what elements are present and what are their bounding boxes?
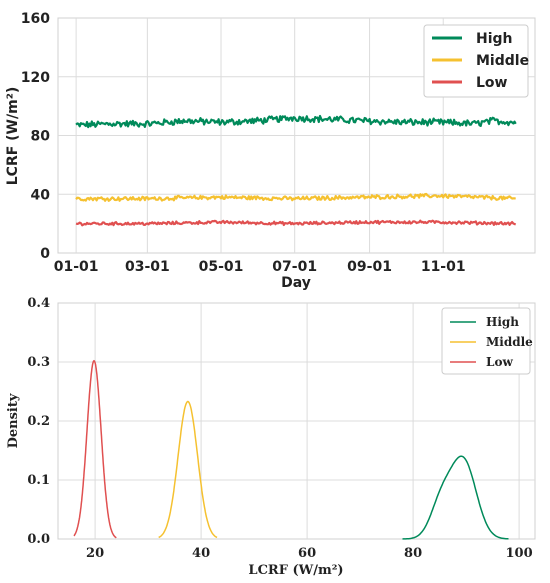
bottom-x-tick-label: 20: [86, 546, 104, 561]
bottom-x-tick-labels: 20 40 60 80 100: [86, 546, 533, 561]
top-x-tick-label: 09-01: [347, 259, 392, 275]
top-legend: High Middle Low: [423, 24, 529, 98]
density-curve-middle: [158, 400, 218, 539]
top-y-tick-label: 120: [21, 70, 50, 86]
density-curve-low: [73, 359, 117, 539]
top-x-tick-label: 01-01: [54, 259, 99, 275]
bottom-legend-box: [441, 307, 531, 375]
legend-label-high: High: [476, 31, 513, 47]
top-y-tick-label: 80: [31, 129, 51, 145]
bottom-y-axis-label: Density: [6, 393, 21, 448]
top-series-lines: [75, 114, 517, 227]
series-line-middle: [75, 192, 516, 202]
bottom-x-tick-label: 100: [506, 546, 533, 561]
top-x-tick-label: 03-01: [125, 259, 170, 275]
legend-label-low: Low: [486, 355, 513, 369]
bottom-y-tick-label: 0.4: [27, 296, 50, 311]
bottom-density-curves: [73, 359, 509, 540]
bottom-x-tick-label: 60: [298, 546, 316, 561]
top-x-tick-label: 11-01: [421, 259, 466, 275]
legend-label-high: High: [486, 315, 519, 329]
series-line-high: [75, 114, 517, 129]
bottom-y-tick-label: 0.2: [27, 414, 50, 429]
bottom-x-tick-label: 80: [404, 546, 422, 561]
bottom-legend: High Middle Low: [441, 307, 533, 375]
top-y-axis-label: LCRF (W/m²): [5, 87, 21, 186]
legend-label-low: Low: [476, 75, 508, 91]
density-curve-high: [402, 455, 509, 540]
top-x-tick-label: 05-01: [199, 259, 244, 275]
top-y-tick-label: 160: [21, 11, 50, 27]
top-x-tick-label: 07-01: [272, 259, 317, 275]
density-panel: 0.00.10.20.30.4 20 40 60 80 100 LCRF (W/m²) …: [6, 296, 536, 578]
top-y-tick-label: 0: [40, 246, 50, 262]
bottom-x-axis-label: LCRF (W/m²): [248, 563, 343, 578]
series-line-low: [75, 219, 517, 227]
top-y-tick-label: 40: [31, 187, 51, 203]
top-y-tick-labels: 0 40 80 120 160: [21, 11, 50, 262]
time-series-panel: 0 40 80 120 160 01-01 03-01 05-01 07-01 09-01 11-…: [5, 11, 536, 291]
top-legend-box: [423, 24, 529, 98]
legend-label-middle: Middle: [486, 335, 533, 349]
top-x-tick-labels: 01-01 03-01 05-01 07-01 09-01 11-01: [54, 259, 466, 275]
bottom-y-tick-label: 0.1: [27, 473, 50, 488]
top-x-axis-label: Day: [281, 275, 311, 291]
bottom-y-tick-label: 0.0: [27, 532, 50, 547]
legend-label-middle: Middle: [476, 53, 529, 69]
bottom-y-tick-label: 0.3: [27, 355, 50, 370]
bottom-x-tick-label: 40: [192, 546, 210, 561]
bottom-y-tick-labels: 0.0 0.1 0.2 0.3 0.4: [27, 296, 50, 547]
